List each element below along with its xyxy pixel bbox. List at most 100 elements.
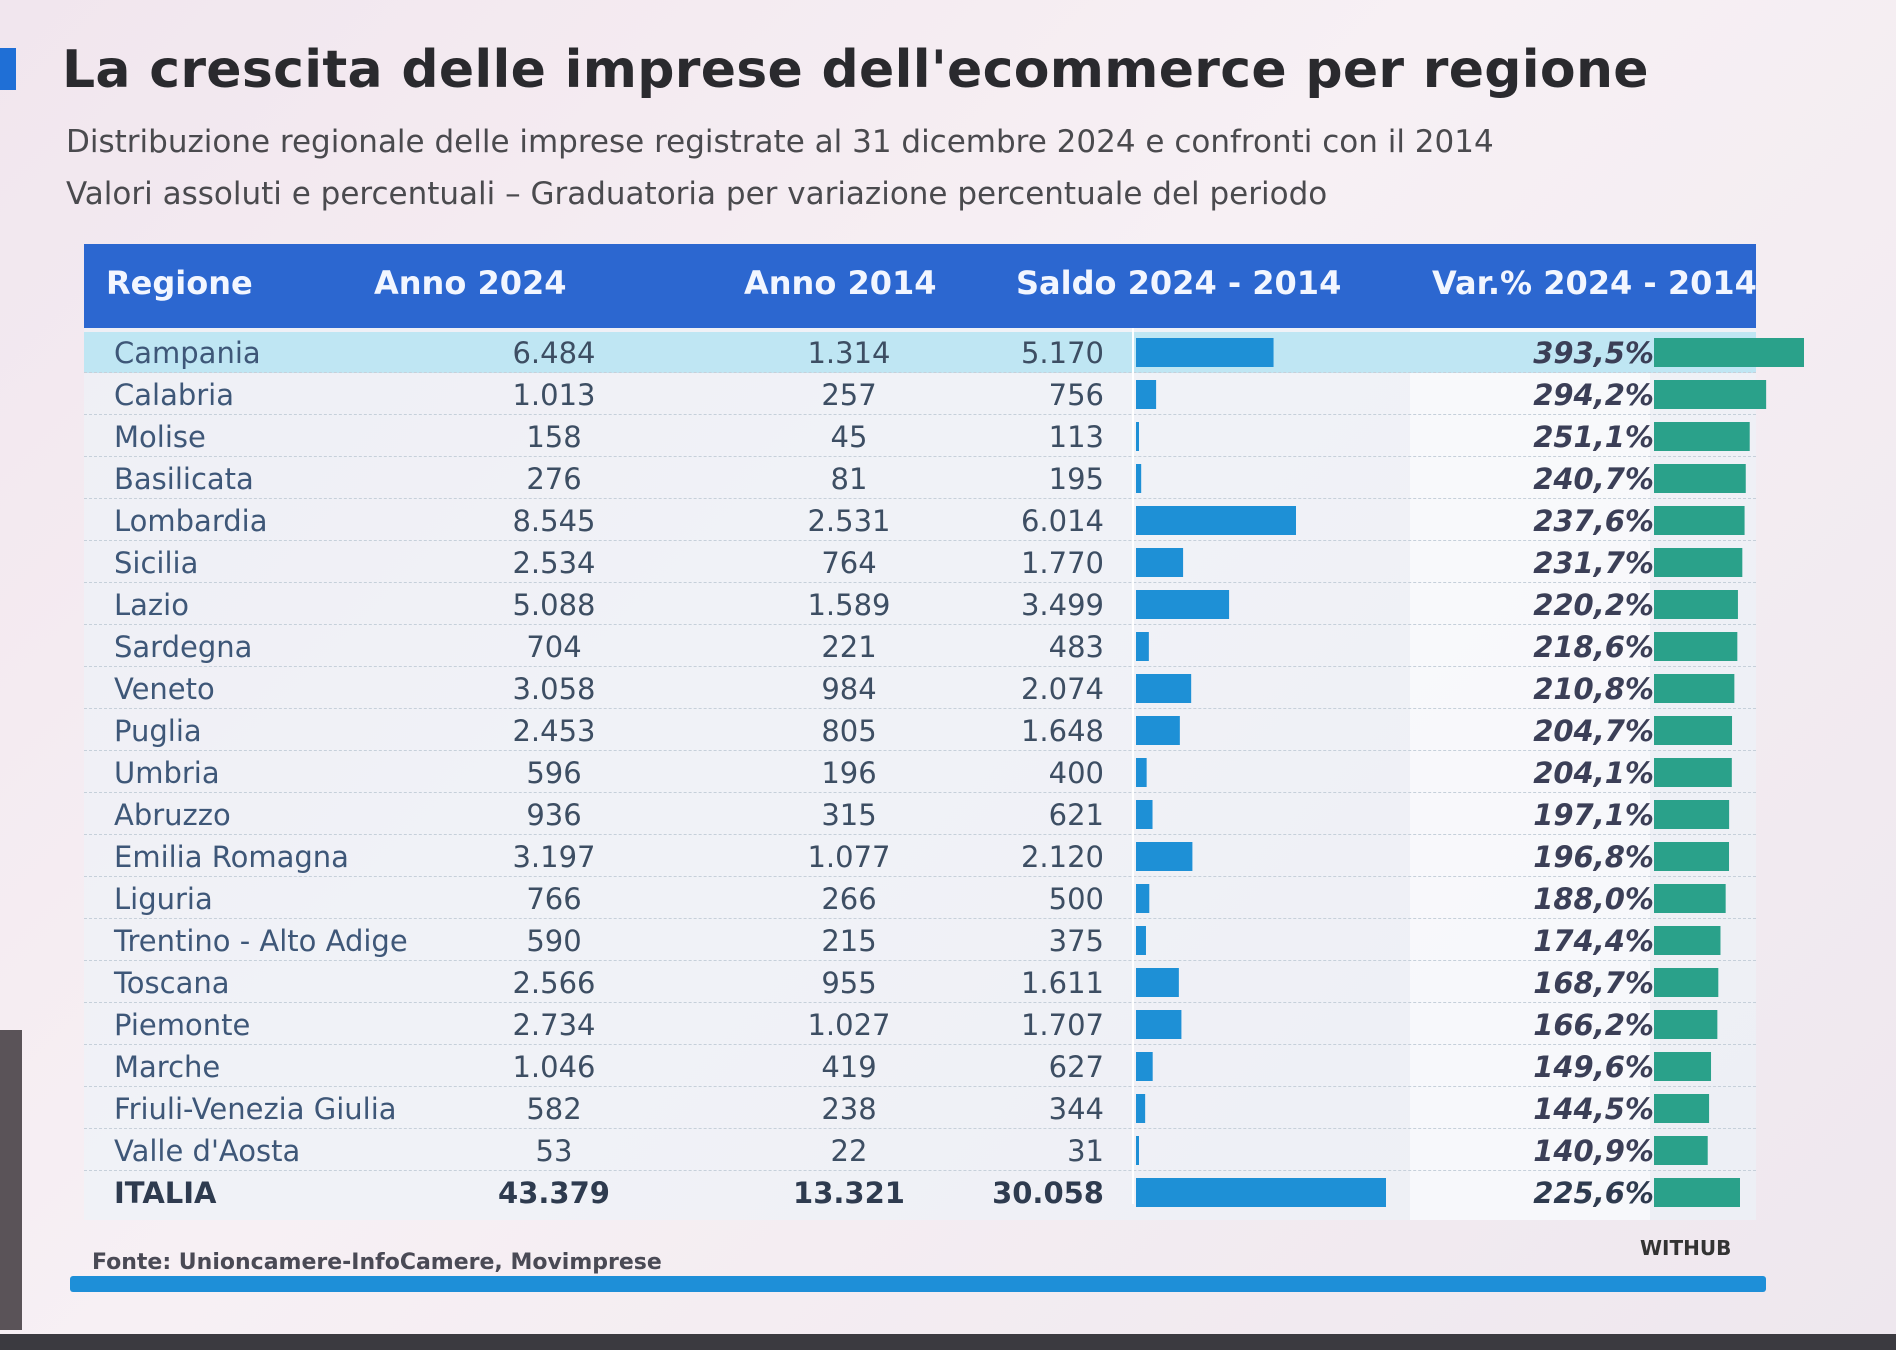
var-percent-bar — [1654, 1094, 1710, 1123]
source-note: Fonte: Unioncamere-InfoCamere, Movimpres… — [92, 1250, 662, 1275]
year-2024-cell: 2.534 — [512, 546, 596, 580]
bar-chart-layer — [1136, 338, 1804, 1207]
table-row: Campania 6.484 1.314 5.170 393,5% — [84, 332, 1756, 373]
year-2024-cell: 936 — [526, 798, 582, 832]
var-percent-cell: 140,9% — [1533, 1134, 1654, 1168]
var-percent-cell: 174,4% — [1533, 924, 1654, 958]
saldo-bar — [1136, 548, 1184, 577]
year-2014-cell: 984 — [821, 672, 877, 706]
var-percent-bar — [1654, 632, 1738, 661]
chart-subtitle-line1: Distribuzione regionale delle imprese re… — [66, 124, 1494, 160]
var-percent-cell: 196,8% — [1533, 840, 1654, 874]
year-2014-cell: 45 — [830, 420, 868, 454]
table-row: Lazio 5.088 1.589 3.499 220,2% — [84, 584, 1756, 625]
header-var-percent: Var.% 2024 - 2014 — [1432, 264, 1757, 302]
region-cell: Calabria — [114, 378, 235, 412]
year-2014-cell: 22 — [830, 1134, 868, 1168]
table-row: Toscana 2.566 955 1.611 168,7% — [84, 962, 1756, 1003]
year-2014-cell: 805 — [821, 714, 877, 748]
var-percent-bar — [1654, 548, 1743, 577]
var-percent-bar — [1654, 1136, 1708, 1165]
year-2014-cell: 764 — [821, 546, 877, 580]
saldo-bar — [1136, 380, 1157, 409]
table-row: Marche 1.046 419 627 149,6% — [84, 1046, 1756, 1087]
var-percent-cell: 168,7% — [1533, 966, 1654, 1000]
saldo-cell: 31 — [1067, 1134, 1104, 1168]
year-2014-cell: 419 — [821, 1050, 877, 1084]
var-percent-cell: 220,2% — [1533, 588, 1654, 622]
saldo-bar — [1136, 590, 1230, 619]
year-2024-cell: 590 — [526, 924, 582, 958]
saldo-bar — [1136, 968, 1179, 997]
year-2014-cell: 215 — [821, 924, 877, 958]
table-row: Valle d'Aosta 53 22 31 140,9% — [84, 1130, 1756, 1171]
year-2014-cell: 1.077 — [807, 840, 891, 874]
saldo-cell: 2.120 — [1020, 840, 1104, 874]
table-total-row: ITALIA 43.379 13.321 30.058 225,6% — [84, 1172, 1756, 1213]
saldo-cell: 500 — [1048, 882, 1104, 916]
var-percent-cell: 144,5% — [1533, 1092, 1654, 1126]
var-percent-bar — [1654, 338, 1804, 367]
var-percent-cell: 204,7% — [1533, 714, 1654, 748]
saldo-bar — [1136, 800, 1153, 829]
var-percent-bar — [1654, 968, 1719, 997]
footer-bar — [70, 1276, 1766, 1292]
saldo-cell: 1.770 — [1020, 546, 1104, 580]
table-row: Calabria 1.013 257 756 294,2% — [84, 374, 1756, 415]
saldo-bar — [1136, 1178, 1386, 1207]
year-2024-cell: 3.197 — [512, 840, 596, 874]
region-cell: ITALIA — [114, 1176, 217, 1210]
region-cell: Liguria — [114, 882, 213, 916]
var-percent-bar — [1654, 422, 1750, 451]
year-2024-cell: 766 — [526, 882, 582, 916]
saldo-cell: 621 — [1048, 798, 1104, 832]
saldo-cell: 756 — [1048, 378, 1104, 412]
data-table: Regione Anno 2024 Anno 2014 Saldo 2024 -… — [84, 244, 1804, 1220]
chart-subtitle-line2: Valori assoluti e percentuali – Graduato… — [66, 176, 1328, 212]
year-2024-cell: 2.734 — [512, 1008, 596, 1042]
region-cell: Abruzzo — [114, 798, 231, 832]
region-cell: Friuli-Venezia Giulia — [114, 1092, 397, 1126]
saldo-cell: 2.074 — [1020, 672, 1104, 706]
year-2024-cell: 6.484 — [512, 336, 596, 370]
var-percent-bar — [1654, 800, 1730, 829]
table-row: Veneto 3.058 984 2.074 210,8% — [84, 668, 1756, 709]
var-percent-bar — [1654, 506, 1745, 535]
saldo-cell: 483 — [1048, 630, 1104, 664]
var-percent-cell: 204,1% — [1533, 756, 1654, 790]
var-percent-cell: 197,1% — [1533, 798, 1654, 832]
table-row: Sicilia 2.534 764 1.770 231,7% — [84, 542, 1756, 583]
year-2014-cell: 2.531 — [807, 504, 891, 538]
year-2014-cell: 955 — [821, 966, 877, 1000]
year-2024-cell: 158 — [526, 420, 582, 454]
header-year-2024: Anno 2024 — [374, 264, 567, 302]
var-column-band — [1410, 328, 1650, 1220]
year-2024-cell: 2.566 — [512, 966, 596, 1000]
chart-title: La crescita delle imprese dell'ecommerce… — [62, 40, 1649, 100]
var-percent-cell: 149,6% — [1533, 1050, 1654, 1084]
saldo-cell: 195 — [1048, 462, 1104, 496]
region-cell: Toscana — [114, 966, 230, 1000]
var-percent-bar — [1654, 842, 1730, 871]
year-2014-cell: 221 — [821, 630, 877, 664]
var-percent-bar — [1654, 464, 1746, 493]
year-2024-cell: 1.046 — [512, 1050, 596, 1084]
var-percent-bar — [1654, 1010, 1718, 1039]
saldo-bar — [1136, 1010, 1182, 1039]
saldo-bar — [1136, 884, 1150, 913]
var-percent-bar — [1654, 758, 1732, 787]
saldo-cell: 30.058 — [992, 1176, 1104, 1210]
table-row: Trentino - Alto Adige 590 215 375 174,4% — [84, 920, 1756, 961]
header-saldo: Saldo 2024 - 2014 — [1016, 264, 1342, 302]
table-row: Friuli-Venezia Giulia 582 238 344 144,5% — [84, 1088, 1756, 1129]
year-2014-cell: 1.027 — [807, 1008, 891, 1042]
region-cell: Campania — [114, 336, 261, 370]
year-2024-cell: 582 — [526, 1092, 582, 1126]
var-percent-bar — [1654, 884, 1726, 913]
year-2024-cell: 276 — [526, 462, 582, 496]
saldo-bar — [1136, 674, 1192, 703]
var-percent-cell: 393,5% — [1533, 336, 1654, 370]
year-2024-cell: 596 — [526, 756, 582, 790]
table-header: Regione Anno 2024 Anno 2014 Saldo 2024 -… — [84, 244, 1757, 328]
region-cell: Molise — [114, 420, 206, 454]
